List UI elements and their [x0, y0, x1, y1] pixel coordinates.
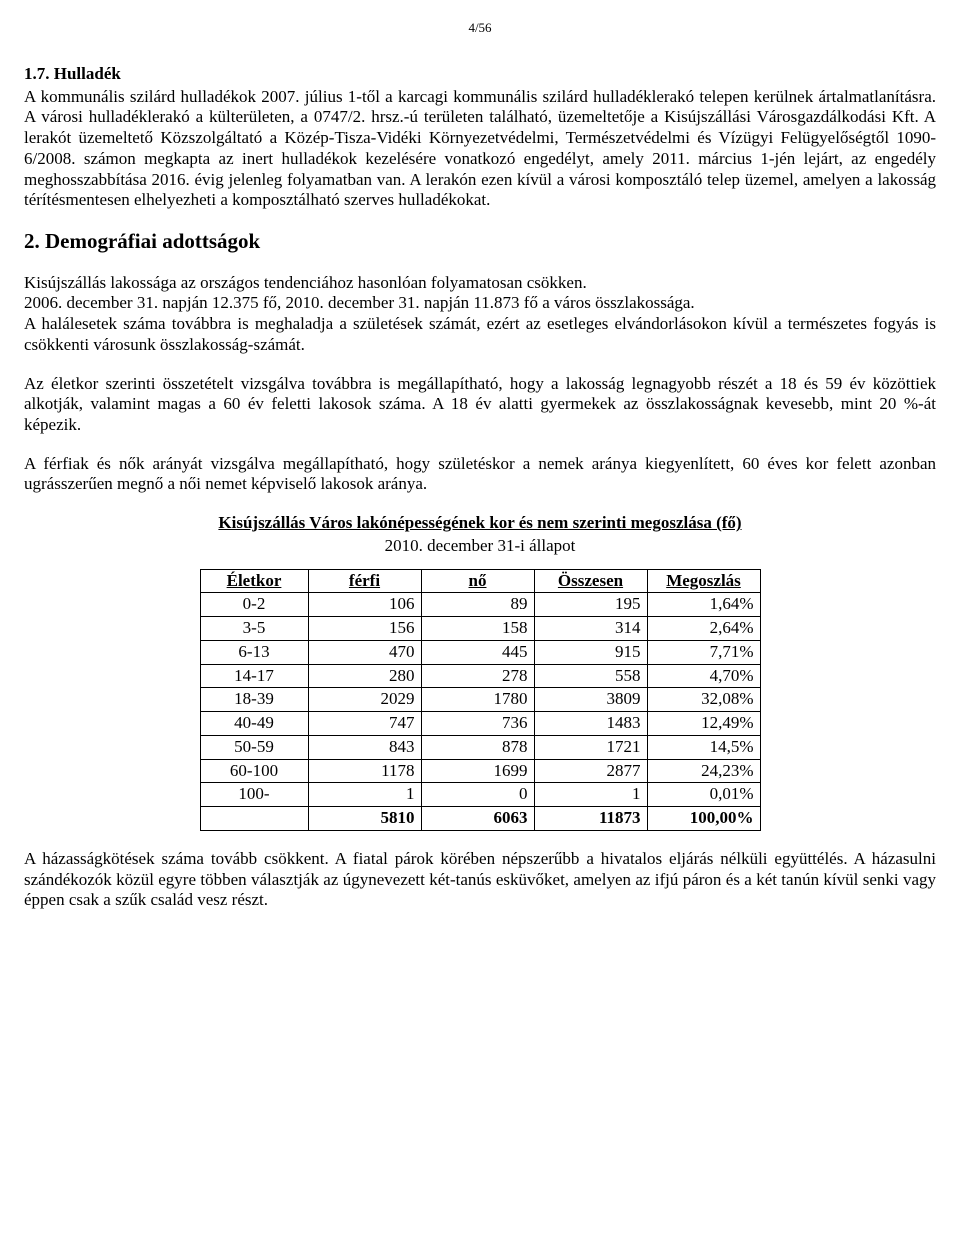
table-cell: 314 [534, 617, 647, 641]
table-row: 60-10011781699287724,23% [200, 759, 760, 783]
table-cell: 878 [421, 735, 534, 759]
table-cell: 0,01% [647, 783, 760, 807]
table-header-row: Életkor férfi nő Összesen Megoszlás [200, 569, 760, 593]
table-cell: 280 [308, 664, 421, 688]
table-cell: 1 [308, 783, 421, 807]
table-cell: 6-13 [200, 640, 308, 664]
table-cell: 4,70% [647, 664, 760, 688]
table-cell: 0-2 [200, 593, 308, 617]
table-cell: 470 [308, 640, 421, 664]
table-cell: 5810 [308, 807, 421, 831]
col-female: nő [421, 569, 534, 593]
closing-para: A házasságkötések száma tovább csökkent.… [24, 849, 936, 911]
col-male: férfi [308, 569, 421, 593]
section-2-para-3: A férfiak és nők arányát vizsgálva megál… [24, 454, 936, 495]
table-cell: 12,49% [647, 712, 760, 736]
table-cell: 747 [308, 712, 421, 736]
table-cell: 100,00% [647, 807, 760, 831]
table-row: 50-59843878172114,5% [200, 735, 760, 759]
table-cell: 736 [421, 712, 534, 736]
table-cell: 158 [421, 617, 534, 641]
table-cell: 195 [534, 593, 647, 617]
table-row: 3-51561583142,64% [200, 617, 760, 641]
table-row: 18-3920291780380932,08% [200, 688, 760, 712]
table-cell: 100- [200, 783, 308, 807]
table-row: 14-172802785584,70% [200, 664, 760, 688]
table-cell: 2,64% [647, 617, 760, 641]
page-number: 4/56 [24, 20, 936, 36]
table-cell: 1483 [534, 712, 647, 736]
table-cell: 0 [421, 783, 534, 807]
section-1-7-para: A kommunális szilárd hulladékok 2007. jú… [24, 87, 936, 211]
col-share: Megoszlás [647, 569, 760, 593]
table-cell: 1780 [421, 688, 534, 712]
section-2-para-2: Az életkor szerinti összetételt vizsgálv… [24, 374, 936, 436]
table-cell: 278 [421, 664, 534, 688]
table-row: 6-134704459157,71% [200, 640, 760, 664]
table-cell: 18-39 [200, 688, 308, 712]
table-cell: 40-49 [200, 712, 308, 736]
table-cell: 558 [534, 664, 647, 688]
table-row: 40-49747736148312,49% [200, 712, 760, 736]
table-cell: 14-17 [200, 664, 308, 688]
table-cell: 3-5 [200, 617, 308, 641]
table-cell: 60-100 [200, 759, 308, 783]
table-cell: 3809 [534, 688, 647, 712]
col-age: Életkor [200, 569, 308, 593]
table-cell [200, 807, 308, 831]
table-cell: 1699 [421, 759, 534, 783]
col-total: Összesen [534, 569, 647, 593]
table-cell: 445 [421, 640, 534, 664]
table-cell: 11873 [534, 807, 647, 831]
demographics-table: Életkor férfi nő Összesen Megoszlás 0-21… [200, 569, 761, 831]
table-cell: 32,08% [647, 688, 760, 712]
table-cell: 106 [308, 593, 421, 617]
table-cell: 2877 [534, 759, 647, 783]
table-subtitle: 2010. december 31-i állapot [24, 536, 936, 557]
table-title: Kisújszállás Város lakónépességének kor … [24, 513, 936, 534]
section-1-7-heading: 1.7. Hulladék [24, 64, 936, 85]
table-cell: 915 [534, 640, 647, 664]
table-cell: 1 [534, 783, 647, 807]
section-2-heading: 2. Demográfiai adottságok [24, 229, 936, 255]
table-cell: 14,5% [647, 735, 760, 759]
table-cell: 1178 [308, 759, 421, 783]
table-cell: 2029 [308, 688, 421, 712]
table-cell: 1721 [534, 735, 647, 759]
table-cell: 843 [308, 735, 421, 759]
table-cell: 6063 [421, 807, 534, 831]
section-2-para-1: Kisújszállás lakossága az országos tende… [24, 273, 936, 356]
table-cell: 50-59 [200, 735, 308, 759]
table-cell: 7,71% [647, 640, 760, 664]
table-row: 0-2106891951,64% [200, 593, 760, 617]
table-cell: 89 [421, 593, 534, 617]
table-cell: 1,64% [647, 593, 760, 617]
table-row: 100-1010,01% [200, 783, 760, 807]
table-cell: 156 [308, 617, 421, 641]
table-total-row: 5810606311873100,00% [200, 807, 760, 831]
table-cell: 24,23% [647, 759, 760, 783]
